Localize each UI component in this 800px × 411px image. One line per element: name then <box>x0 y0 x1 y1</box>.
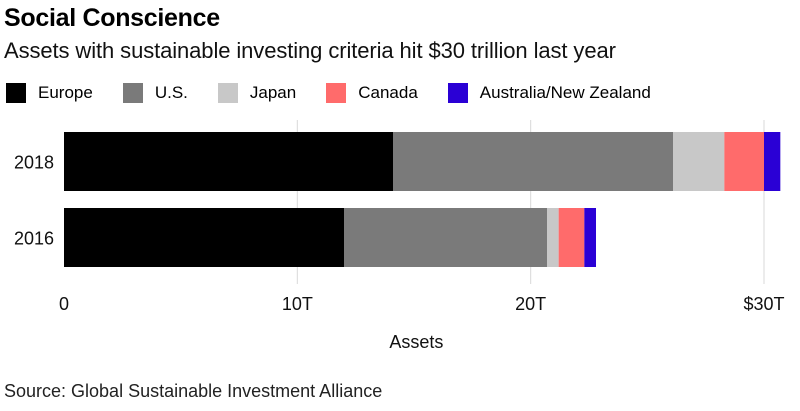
x-axis-title: Assets <box>389 332 443 352</box>
legend-swatch-japan <box>217 83 238 103</box>
bar-2018-europe <box>64 132 393 191</box>
legend-item-europe: Europe <box>6 83 93 103</box>
source-note: Source: Global Sustainable Investment Al… <box>4 381 383 401</box>
bar-2018-u-s- <box>393 132 673 191</box>
legend-swatch-australia-nz <box>447 83 468 103</box>
bar-2018-canada <box>724 132 764 191</box>
category-label-2018: 2018 <box>14 153 54 173</box>
legend-item-australia-nz: Australia/New Zealand <box>447 83 651 103</box>
legend-label-australia-nz: Australia/New Zealand <box>479 83 651 102</box>
chart-title: Social Conscience <box>4 4 220 32</box>
bar-2016-u-s- <box>344 208 547 267</box>
legend-swatch-europe <box>6 83 26 103</box>
legend-label-canada: Canada <box>358 83 418 102</box>
bar-2018-australia-new-zealand <box>764 132 781 191</box>
legend-item-us: U.S. <box>122 83 188 103</box>
x-tick-label-3: $30T <box>743 294 784 314</box>
legend-swatch-canada <box>326 83 347 103</box>
x-tick-label-0: 0 <box>59 294 69 314</box>
legend-item-canada: Canada <box>326 83 418 103</box>
legend-swatch-us <box>122 83 143 103</box>
legend: Europe U.S. Japan Canada Australia/New Z… <box>6 83 681 103</box>
category-label-2016: 2016 <box>14 229 54 249</box>
bar-2016-europe <box>64 208 344 267</box>
legend-label-us: U.S. <box>154 83 188 102</box>
legend-label-japan: Japan <box>249 83 297 102</box>
legend-item-japan: Japan <box>217 83 297 103</box>
bar-2016-japan <box>547 208 559 267</box>
bar-2018-japan <box>673 132 725 191</box>
bar-2016-australia-new-zealand <box>584 208 596 267</box>
chart-subtitle: Assets with sustainable investing criter… <box>4 38 616 63</box>
bar-2016-canada <box>558 208 585 267</box>
x-tick-label-1: 10T <box>282 294 313 314</box>
stacked-bar-chart: 2018 2016 0 10T 20T $30T Assets <box>14 120 785 352</box>
x-tick-label-2: 20T <box>515 294 546 314</box>
legend-label-europe: Europe <box>38 83 93 102</box>
